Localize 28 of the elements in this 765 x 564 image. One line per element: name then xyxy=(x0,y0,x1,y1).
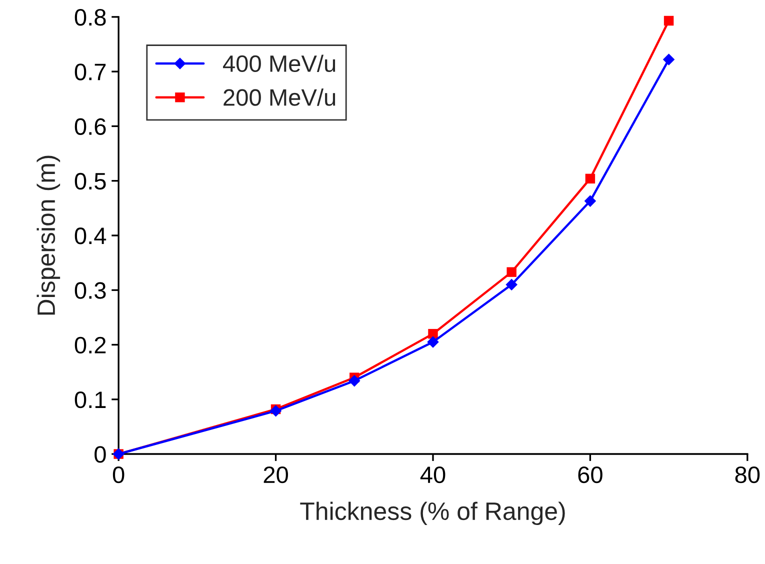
x-tick-label: 0 xyxy=(112,466,124,484)
legend-label: 200 MeV/u xyxy=(224,88,336,106)
y-tick-label: 0.4 xyxy=(74,228,106,244)
x-axis-title: Thickness (% of Range) xyxy=(300,502,565,526)
y-tick-label: 0.7 xyxy=(74,64,106,80)
y-tick-label: 0 xyxy=(94,446,106,463)
point xyxy=(506,278,518,291)
point xyxy=(664,16,674,26)
y-tick-label: 0.6 xyxy=(74,118,106,135)
y-axis-title: Dispersion (m) xyxy=(36,156,60,315)
x-tick-label: 80 xyxy=(735,466,760,484)
point xyxy=(506,267,516,277)
point xyxy=(270,404,282,417)
point xyxy=(348,374,360,387)
point xyxy=(428,328,438,339)
x-tick-label: 40 xyxy=(420,466,446,484)
point xyxy=(662,54,675,66)
y-tick-label: 0.5 xyxy=(74,172,106,190)
legend-label: 400 MeV/u xyxy=(223,54,336,72)
x-tick-label: 60 xyxy=(578,466,602,484)
y-tick-label: 0.2 xyxy=(74,336,106,354)
y-tick-label: 0.1 xyxy=(74,391,106,408)
y-tick-label: 0.8 xyxy=(74,8,106,26)
y-tick-label: 0.3 xyxy=(74,282,106,299)
x-tick-label: 20 xyxy=(264,466,288,484)
point xyxy=(585,174,596,184)
point xyxy=(584,195,596,207)
point xyxy=(427,336,439,348)
